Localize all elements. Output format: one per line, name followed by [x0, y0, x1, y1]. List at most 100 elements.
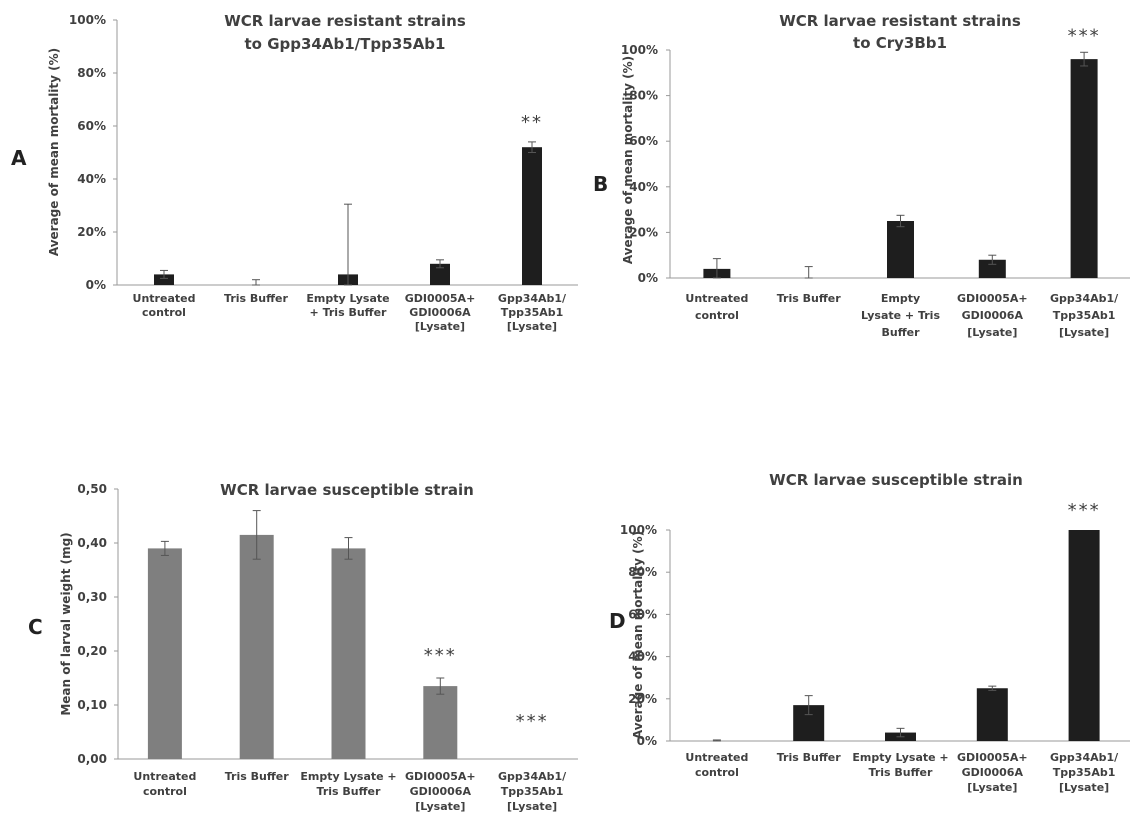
x-category-label: GDI0006A	[410, 785, 472, 798]
x-category-label: GDI0006A	[962, 309, 1024, 322]
y-tick-label: 0,00	[77, 752, 107, 766]
y-tick-label: 0,30	[77, 590, 107, 604]
x-category-label: Tris Buffer	[317, 785, 381, 798]
x-category-label: GDI0005A+	[957, 292, 1028, 305]
y-tick-label: 60%	[629, 134, 658, 148]
panel-letter: C	[28, 615, 43, 639]
y-tick-label: 0%	[638, 271, 658, 285]
x-category-label: Lysate + Tris	[861, 309, 940, 322]
y-tick-label: 80%	[629, 89, 658, 103]
panel-letter: D	[609, 609, 626, 633]
bar	[423, 686, 458, 759]
x-category-label: [Lysate]	[415, 800, 465, 813]
y-tick-label: 0%	[637, 734, 657, 748]
chart-title: WCR larvae susceptible strain	[220, 481, 474, 499]
chart-title: to Cry3Bb1	[853, 34, 947, 52]
x-category-label: Tpp35Ab1	[1053, 766, 1116, 779]
x-category-label: + Tris Buffer	[310, 306, 388, 319]
bar	[331, 548, 366, 759]
bar	[1070, 59, 1098, 279]
x-category-label: Tris Buffer	[777, 292, 841, 305]
x-category-label: Gpp34Ab1/	[1050, 751, 1119, 764]
chart-title: to Gpp34Ab1/Tpp35Ab1	[245, 35, 446, 53]
bar	[147, 548, 182, 759]
y-tick-label: 0,50	[77, 482, 107, 496]
y-tick-label: 60%	[628, 607, 657, 621]
x-category-label: Untreated	[685, 292, 748, 305]
y-tick-label: 100%	[621, 43, 658, 57]
y-tick-label: 80%	[77, 66, 106, 80]
bar	[522, 147, 542, 285]
x-category-label: control	[695, 766, 739, 779]
x-category-label: [Lysate]	[967, 781, 1017, 794]
y-tick-label: 40%	[629, 180, 658, 194]
chart-title: WCR larvae resistant strains	[779, 12, 1021, 30]
chart-title: WCR larvae resistant strains	[224, 12, 466, 30]
bar	[978, 259, 1006, 278]
y-tick-label: 40%	[77, 172, 106, 186]
y-tick-label: 100%	[69, 13, 106, 27]
significance-marker: ***	[1068, 25, 1101, 46]
x-category-label: control	[143, 785, 187, 798]
chart-panel-d: D WCR larvae susceptible strain Average of…	[609, 471, 1130, 794]
x-category-label: control	[695, 309, 739, 322]
bar	[154, 274, 174, 285]
chart-panel-c: C WCR larvae susceptible strain Mean of la…	[28, 481, 578, 813]
y-axis-label: Mean of larval weight (mg)	[59, 532, 73, 715]
y-axis-label: Average of mean mortality (%)	[47, 48, 61, 256]
significance-marker: **	[521, 112, 543, 133]
significance-marker: ***	[1068, 500, 1101, 521]
x-category-label: [Lysate]	[1059, 781, 1109, 794]
y-tick-label: 0%	[86, 278, 106, 292]
x-category-label: Gpp34Ab1/	[1050, 292, 1119, 305]
chart-panel-a: A WCR larvae resistant strains to Gpp34Ab1…	[11, 12, 578, 333]
x-category-label: Empty	[881, 292, 920, 305]
x-category-label: Tris Buffer	[224, 292, 288, 305]
chart-panel-b: B WCR larvae resistant strains to Cry3Bb1 A…	[593, 12, 1130, 339]
x-category-label: Untreated	[685, 751, 748, 764]
x-category-label: Tris Buffer	[225, 770, 289, 783]
x-category-label: Empty Lysate +	[300, 770, 396, 783]
x-category-label: [Lysate]	[507, 800, 557, 813]
x-category-label: GDI0006A	[962, 766, 1024, 779]
significance-marker: ***	[516, 711, 549, 732]
y-tick-label: 40%	[628, 650, 657, 664]
y-axis-label: Average of mean mortality (%)	[631, 531, 645, 739]
x-category-label: Tris Buffer	[869, 766, 933, 779]
x-category-label: Untreated	[133, 770, 196, 783]
significance-marker: ***	[424, 645, 457, 666]
y-tick-label: 100%	[620, 523, 657, 537]
x-category-label: [Lysate]	[1059, 326, 1109, 339]
x-category-label: Tpp35Ab1	[501, 306, 564, 319]
x-category-label: GDI0005A+	[957, 751, 1028, 764]
y-tick-label: 20%	[77, 225, 106, 239]
x-category-label: Tris Buffer	[777, 751, 841, 764]
y-tick-label: 0,20	[77, 644, 107, 658]
x-category-label: Buffer	[881, 326, 920, 339]
x-category-label: [Lysate]	[507, 320, 557, 333]
y-tick-label: 20%	[628, 692, 657, 706]
bar	[887, 221, 914, 278]
x-category-label: [Lysate]	[415, 320, 465, 333]
x-category-label: [Lysate]	[967, 326, 1017, 339]
x-category-label: GDI0005A+	[405, 292, 476, 305]
y-axis-label: Average of mean mortality (%)	[621, 56, 635, 264]
bar	[976, 688, 1008, 741]
chart-title: WCR larvae susceptible strain	[769, 471, 1023, 489]
x-category-label: Tpp35Ab1	[1053, 309, 1116, 322]
panel-letter: A	[11, 146, 27, 170]
x-category-label: Untreated	[133, 292, 196, 305]
bar	[430, 263, 450, 285]
x-category-label: GDI0005A+	[405, 770, 476, 783]
y-tick-label: 0,10	[77, 698, 107, 712]
x-category-label: Empty Lysate	[306, 292, 389, 305]
y-tick-label: 20%	[629, 225, 658, 239]
bar	[239, 534, 274, 759]
x-category-label: Tpp35Ab1	[501, 785, 564, 798]
bar	[1068, 530, 1100, 741]
x-category-label: GDI0006A	[409, 306, 471, 319]
panel-letter: B	[593, 172, 608, 196]
x-category-label: control	[142, 306, 186, 319]
y-tick-label: 60%	[77, 119, 106, 133]
